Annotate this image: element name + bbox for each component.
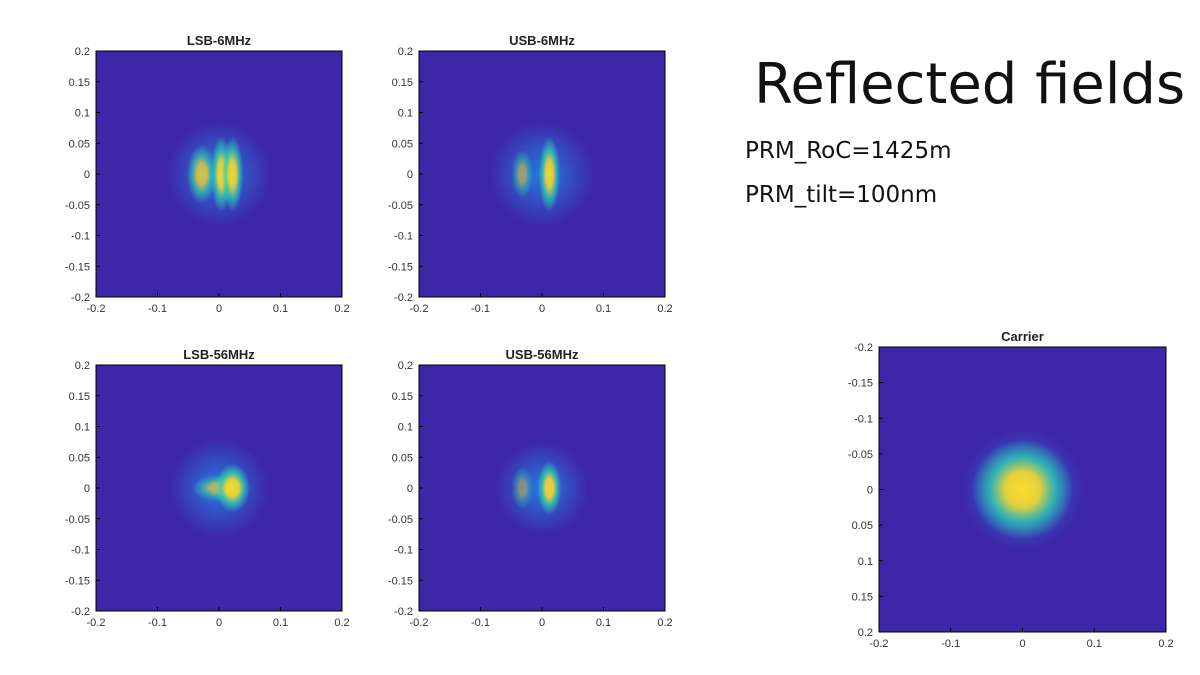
x-tick-label: 0.2 <box>334 303 349 315</box>
heatmap-panel-2: LSB-56MHz -0.2 -0.1 0 0.1 0.2 0.2 0.15 0.1 0.05 0 -… <box>65 347 350 629</box>
y-tick-label: -0.05 <box>388 514 413 526</box>
y-tick-label: 0.05 <box>69 452 90 464</box>
x-tick-label: -0.2 <box>410 617 429 629</box>
y-tick-label: 0.2 <box>398 360 413 372</box>
x-tick-label: 0 <box>1019 638 1025 650</box>
x-tick-label: 0.1 <box>596 303 611 315</box>
y-tick-label: -0.15 <box>388 261 413 273</box>
x-tick-label: 0.1 <box>596 617 611 629</box>
x-tick-label: 0 <box>216 617 222 629</box>
y-tick-label: 0.15 <box>392 77 413 89</box>
y-tick-label: 0.05 <box>392 138 413 150</box>
y-tick-label: -0.05 <box>848 449 873 461</box>
y-tick-label: 0.05 <box>69 138 90 150</box>
y-tick-label: -0.2 <box>394 292 413 304</box>
x-tick-label: -0.2 <box>87 303 106 315</box>
plot-title: LSB-56MHz <box>183 347 255 362</box>
y-tick-label: 0.15 <box>69 391 90 403</box>
plot-title: LSB-6MHz <box>187 33 252 48</box>
x-tick-label: 0.2 <box>334 617 349 629</box>
y-tick-label: -0.15 <box>65 575 90 587</box>
y-tick-label: 0.15 <box>392 391 413 403</box>
heatmap-hotspot-2 <box>221 136 244 212</box>
y-tick-label: 0.1 <box>398 422 413 434</box>
y-tick-label: -0.05 <box>65 514 90 526</box>
y-tick-label: -0.1 <box>394 545 413 557</box>
y-tick-label: 0.2 <box>858 627 873 639</box>
y-tick-label: -0.15 <box>388 575 413 587</box>
y-tick-label: -0.15 <box>848 378 873 390</box>
heatmap-panel-1: USB-6MHz -0.2 -0.1 0 0.1 0.2 0.2 0.15 0.1 0.05 0 -0… <box>388 33 673 315</box>
x-tick-label: -0.1 <box>471 617 490 629</box>
x-tick-label: 0.2 <box>657 303 672 315</box>
x-tick-label: -0.1 <box>148 617 167 629</box>
heatmap-hotspot-0 <box>186 144 217 204</box>
y-tick-label: -0.1 <box>71 545 90 557</box>
x-tick-label: -0.1 <box>941 638 960 650</box>
y-tick-label: 0.1 <box>75 422 90 434</box>
y-tick-label: 0.15 <box>852 591 873 603</box>
x-tick-label: -0.2 <box>87 617 106 629</box>
slide-title: Reflected fields <box>754 52 1186 117</box>
x-tick-label: 0.1 <box>273 617 288 629</box>
heatmap-hotspot-1 <box>214 463 251 513</box>
y-tick-label: -0.2 <box>394 606 413 618</box>
plot-title: Carrier <box>1001 329 1044 344</box>
x-tick-label: 0.1 <box>273 303 288 315</box>
y-tick-label: 0.2 <box>398 46 413 58</box>
heatmap-hotspot-0 <box>511 149 534 199</box>
heatmap-panel-3: USB-56MHz -0.2 -0.1 0 0.1 0.2 0.2 0.15 0.1 0.05 0 -… <box>388 347 673 629</box>
y-tick-label: -0.15 <box>65 261 90 273</box>
x-tick-label: 0 <box>539 303 545 315</box>
y-tick-label: 0 <box>84 483 90 495</box>
y-tick-label: 0.05 <box>852 520 873 532</box>
y-tick-label: 0.2 <box>75 360 90 372</box>
heatmap-hotspot-1 <box>538 136 561 212</box>
heatmap-hotspot-0 <box>511 466 534 510</box>
y-tick-label: -0.2 <box>71 606 90 618</box>
heatmap-hotspot-1 <box>537 460 562 516</box>
x-tick-label: 0 <box>216 303 222 315</box>
heatmap-panel-0: LSB-6MHz -0.2 -0.1 0 0.1 0.2 0.2 0.15 0.1 0.05 0 -0… <box>65 33 350 315</box>
y-tick-label: 0 <box>867 485 873 497</box>
y-tick-label: -0.2 <box>854 342 873 354</box>
y-tick-label: 0 <box>407 169 413 181</box>
x-tick-label: -0.2 <box>870 638 889 650</box>
y-tick-label: 0.1 <box>858 556 873 568</box>
x-tick-label: -0.2 <box>410 303 429 315</box>
y-tick-label: -0.05 <box>65 200 90 212</box>
y-tick-label: 0 <box>407 483 413 495</box>
y-tick-label: 0.2 <box>75 46 90 58</box>
y-tick-label: -0.05 <box>388 200 413 212</box>
plot-title: USB-6MHz <box>509 33 575 48</box>
y-tick-label: -0.1 <box>394 231 413 243</box>
y-tick-label: 0.1 <box>398 108 413 120</box>
x-tick-label: 0.2 <box>657 617 672 629</box>
heatmap-hotspot-0 <box>971 439 1074 540</box>
y-tick-label: -0.2 <box>71 292 90 304</box>
y-tick-label: -0.1 <box>854 413 873 425</box>
y-tick-label: -0.1 <box>71 231 90 243</box>
y-tick-label: 0 <box>84 169 90 181</box>
heatmap-panel-4: Carrier-0.2 -0.1 0 0.1 0.2-0.2-0.15-0.1-0.05… <box>848 329 1174 650</box>
y-tick-label: 0.05 <box>392 452 413 464</box>
x-tick-label: 0.2 <box>1158 638 1173 650</box>
param-prm-roc: PRM_RoC=1425m <box>745 138 952 164</box>
y-tick-label: 0.15 <box>69 77 90 89</box>
plot-title: USB-56MHz <box>506 347 579 362</box>
param-prm-tilt: PRM_tilt=100nm <box>745 182 938 208</box>
x-tick-label: 0 <box>539 617 545 629</box>
y-tick-label: 0.1 <box>75 108 90 120</box>
x-tick-label: -0.1 <box>471 303 490 315</box>
x-tick-label: 0.1 <box>1087 638 1102 650</box>
x-tick-label: -0.1 <box>148 303 167 315</box>
